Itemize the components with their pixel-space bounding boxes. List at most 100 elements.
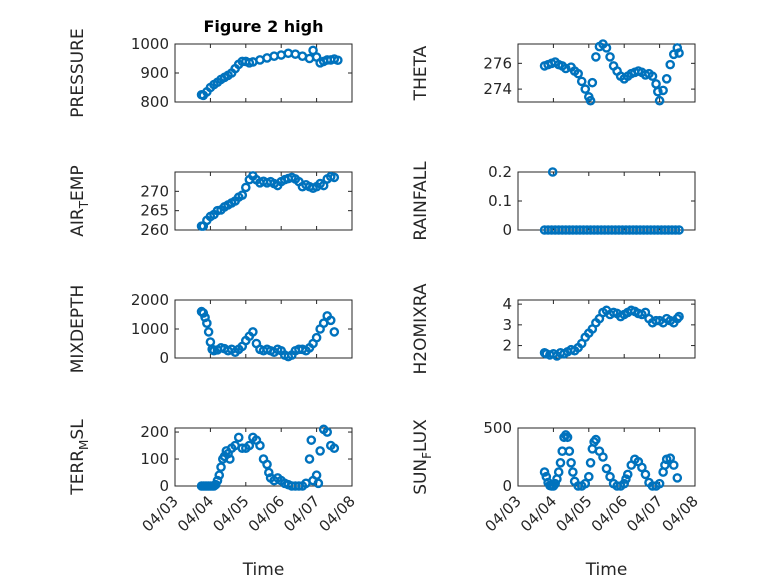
y-tick-label: 0 [159, 477, 169, 495]
data-point [566, 457, 576, 468]
y-tick-label: 100 [140, 450, 169, 468]
y-axis-label: TERRMSL [68, 419, 91, 496]
data-point [672, 43, 683, 53]
axes-box [517, 171, 696, 231]
data-point [306, 435, 317, 445]
axes-box [174, 427, 353, 487]
data-point [212, 475, 223, 486]
x-tick-label: 04/06 [588, 492, 631, 535]
data-point [674, 311, 684, 322]
data-point [244, 440, 255, 451]
y-axis-label: MIXDEPTH [68, 285, 88, 374]
subplot-rainfall: 0 0.1 0.2 RAINFALL [411, 161, 696, 241]
x-axis-label: Time [242, 560, 285, 580]
data-point [640, 469, 651, 480]
x-tick-label: 04/07 [623, 492, 666, 535]
y-tick-label: 2000 [131, 291, 169, 309]
data-point [619, 478, 630, 489]
x-tick-label: 04/06 [245, 492, 288, 535]
data-point [329, 172, 340, 183]
data-point [668, 460, 679, 470]
y-axis-label: H2OMIXRA [411, 283, 431, 374]
data-point [333, 55, 343, 66]
y-axis-label: RAINFALL [411, 161, 431, 241]
data-point [325, 315, 336, 326]
y-tick-label: 800 [140, 93, 169, 111]
y-tick-label: 0 [159, 349, 169, 367]
data-point [237, 190, 248, 200]
data-point [637, 462, 647, 473]
data-point [605, 471, 615, 482]
data-point [568, 467, 578, 477]
y-tick-label: 2 [502, 337, 512, 355]
x-tick-label: 04/03 [482, 492, 525, 535]
data-point [329, 443, 340, 454]
data-point [539, 467, 550, 477]
data-point [240, 182, 251, 193]
data-point [329, 327, 340, 337]
data-point [233, 432, 244, 443]
data-point [601, 43, 612, 53]
y-tick-label: 3 [502, 316, 512, 334]
y-tick-label: 270 [140, 182, 169, 200]
data-point [654, 478, 665, 489]
data-point [587, 77, 598, 88]
y-tick-label: 1000 [131, 320, 169, 338]
y-tick-label: 1000 [131, 35, 169, 53]
data-point [653, 86, 663, 97]
data-point [661, 74, 672, 84]
data-point [621, 474, 631, 484]
data-point [658, 85, 668, 96]
data-point [580, 478, 591, 489]
data-point [202, 318, 212, 329]
data-point [311, 332, 322, 343]
data-point [313, 478, 324, 489]
x-tick-label: 04/04 [174, 492, 217, 535]
y-tick-label: 4 [502, 295, 512, 313]
data-point [622, 469, 633, 480]
y-axis-label: THETA [411, 45, 431, 101]
data-point [248, 327, 258, 337]
x-tick-label: 04/08 [659, 492, 702, 535]
data-point [591, 52, 601, 62]
x-tick-label: 04/08 [316, 492, 359, 535]
y-tick-label: 0 [502, 477, 512, 495]
y-tick-label: 260 [140, 221, 169, 239]
data-point [580, 84, 591, 94]
data-point [311, 470, 322, 481]
data-point [560, 63, 571, 74]
data-point [322, 427, 333, 437]
data-point [585, 95, 596, 106]
y-tick-label: 0.1 [488, 192, 512, 210]
y-axis-label: AIRTEMP [68, 165, 91, 236]
data-point [216, 462, 226, 472]
data-point [550, 478, 560, 489]
y-axis-label: PRESSURE [68, 28, 88, 117]
x-tick-label: 04/03 [139, 492, 182, 535]
data-point [670, 225, 681, 235]
data-point [562, 432, 573, 443]
x-tick-label: 04/05 [552, 492, 595, 535]
data-point [605, 52, 615, 62]
y-tick-label: 274 [483, 80, 512, 98]
data-point [214, 470, 225, 481]
data-point [225, 454, 235, 464]
y-tick-label: 0.2 [488, 163, 512, 181]
data-point [585, 457, 596, 468]
data-point [665, 59, 676, 70]
data-point [573, 68, 583, 79]
data-point [553, 467, 564, 477]
subplot-theta: 274 276 THETA [411, 39, 696, 106]
data-point [203, 327, 214, 337]
y-tick-label: 265 [140, 202, 169, 220]
x-axis-label: Time [585, 560, 628, 580]
data-point [665, 453, 676, 463]
axes-box [517, 43, 696, 103]
data-point [564, 446, 575, 457]
x-tick-label: 04/07 [280, 492, 323, 535]
data-point [555, 457, 566, 468]
x-tick-label: 04/04 [517, 492, 560, 535]
